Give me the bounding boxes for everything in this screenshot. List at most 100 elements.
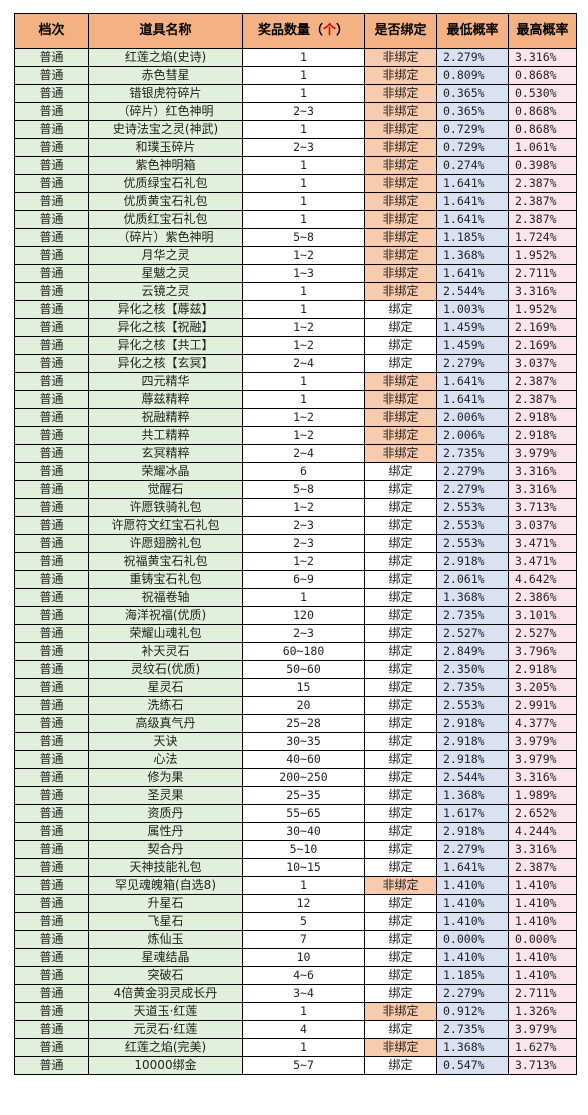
min-probability-cell: 1.641% [436,858,509,877]
min-probability-cell: 1.617% [436,804,509,823]
quantity-cell: 2~3 [242,624,365,643]
item-name-cell: 修为果 [88,768,243,787]
min-probability-cell: 2.918% [436,822,509,841]
quantity-cell: 1~2 [242,336,365,355]
tier-cell: 普通 [14,624,89,643]
table-row: 普通 赤色彗星 1 非绑定 0.809% 0.868% [14,66,577,85]
min-probability-cell: 1.641% [436,210,509,229]
header-item-name: 道具名称 [88,13,243,49]
item-name-cell: 突破石 [88,966,243,985]
item-name-cell: 祝福卷轴 [88,588,243,607]
min-probability-cell: 2.279% [436,840,509,859]
quantity-cell: 5~10 [242,840,365,859]
item-name-cell: 罕见魂魄箱(自选8) [88,876,243,895]
tier-cell: 普通 [14,912,89,931]
max-probability-cell: 2.711% [508,264,577,283]
max-probability-cell: 3.316% [508,768,577,787]
quantity-cell: 1 [242,1002,365,1021]
table-row: 普通 异化之核【共工】 1~2 绑定 1.459% 2.169% [14,336,577,355]
tier-cell: 普通 [14,174,89,193]
table-row: 普通 共工精粹 1~2 非绑定 2.006% 2.918% [14,426,577,445]
min-probability-cell: 1.641% [436,174,509,193]
tier-cell: 普通 [14,552,89,571]
max-probability-cell: 3.471% [508,552,577,571]
bind-status-cell: 非绑定 [364,174,437,193]
item-name-cell: 异化之核【蓐兹】 [88,300,243,319]
min-probability-cell: 1.368% [436,588,509,607]
quantity-cell: 2~4 [242,444,365,463]
tier-cell: 普通 [14,786,89,805]
min-probability-cell: 1.641% [436,372,509,391]
table-row: 普通 和璞玉碎片 2~3 非绑定 0.729% 1.061% [14,138,577,157]
bind-status-cell: 绑定 [364,894,437,913]
min-probability-cell: 2.527% [436,624,509,643]
tier-cell: 普通 [14,750,89,769]
tier-cell: 普通 [14,192,89,211]
tier-cell: 普通 [14,66,89,85]
min-probability-cell: 0.000% [436,930,509,949]
item-name-cell: 契合丹 [88,840,243,859]
max-probability-cell: 3.205% [508,678,577,697]
min-probability-cell: 1.185% [436,228,509,247]
bind-status-cell: 绑定 [364,696,437,715]
tier-cell: 普通 [14,1038,89,1057]
min-probability-cell: 0.365% [436,84,509,103]
max-probability-cell: 1.410% [508,894,577,913]
table-row: 普通 祝福黄宝石礼包 1~2 绑定 2.918% 3.471% [14,552,577,571]
item-name-cell: 属性丹 [88,822,243,841]
quantity-cell: 1~2 [242,408,365,427]
bind-status-cell: 绑定 [364,354,437,373]
tier-cell: 普通 [14,462,89,481]
min-probability-cell: 0.547% [436,1056,509,1075]
quantity-cell: 6~9 [242,570,365,589]
item-name-cell: 错银虎符碎片 [88,84,243,103]
table-row: 普通 修为果 200~250 绑定 2.544% 3.316% [14,768,577,787]
min-probability-cell: 1.368% [436,246,509,265]
quantity-cell: 1~3 [242,264,365,283]
max-probability-cell: 1.989% [508,786,577,805]
item-name-cell: 异化之核【祝融】 [88,318,243,337]
min-probability-cell: 0.809% [436,66,509,85]
min-probability-cell: 1.368% [436,786,509,805]
table-row: 普通 优质黄宝石礼包 1 非绑定 1.641% 2.387% [14,192,577,211]
quantity-cell: 5 [242,912,365,931]
item-name-cell: 红莲之焰(完美) [88,1038,243,1057]
bind-status-cell: 非绑定 [364,156,437,175]
max-probability-cell: 1.724% [508,228,577,247]
item-name-cell: 许愿翅膀礼包 [88,534,243,553]
tier-cell: 普通 [14,804,89,823]
table-row: 普通 异化之核【祝融】 1~2 绑定 1.459% 2.169% [14,318,577,337]
bind-status-cell: 非绑定 [364,192,437,211]
header-quantity-unit: 个 [322,23,336,38]
quantity-cell: 2~3 [242,516,365,535]
bind-status-cell: 非绑定 [364,102,437,121]
bind-status-cell: 绑定 [364,480,437,499]
min-probability-cell: 1.003% [436,300,509,319]
max-probability-cell: 3.316% [508,48,577,67]
quantity-cell: 1 [242,210,365,229]
quantity-cell: 1 [242,390,365,409]
header-max-probability: 最高概率 [508,13,577,49]
max-probability-cell: 2.652% [508,804,577,823]
item-name-cell: （碎片）紫色神明 [88,228,243,247]
min-probability-cell: 1.459% [436,336,509,355]
table-row: 普通 月华之灵 1~2 非绑定 1.368% 1.952% [14,246,577,265]
quantity-cell: 1 [242,66,365,85]
quantity-cell: 25~28 [242,714,365,733]
item-name-cell: 天神技能礼包 [88,858,243,877]
bind-status-cell: 非绑定 [364,120,437,139]
max-probability-cell: 3.316% [508,480,577,499]
table-row: 普通 祝福卷轴 1 绑定 1.368% 2.386% [14,588,577,607]
min-probability-cell: 2.735% [436,444,509,463]
quantity-cell: 50~60 [242,660,365,679]
tier-cell: 普通 [14,48,89,67]
table-row: 普通 错银虎符碎片 1 非绑定 0.365% 0.530% [14,84,577,103]
item-name-cell: 星魂结晶 [88,948,243,967]
tier-cell: 普通 [14,228,89,247]
header-bind-status: 是否绑定 [364,13,437,49]
table-row: 普通 补天灵石 60~180 绑定 2.849% 3.796% [14,642,577,661]
table-row: 普通 许愿翅膀礼包 2~3 绑定 2.553% 3.471% [14,534,577,553]
quantity-cell: 2~3 [242,102,365,121]
item-name-cell: 洗练石 [88,696,243,715]
quantity-cell: 1~2 [242,318,365,337]
